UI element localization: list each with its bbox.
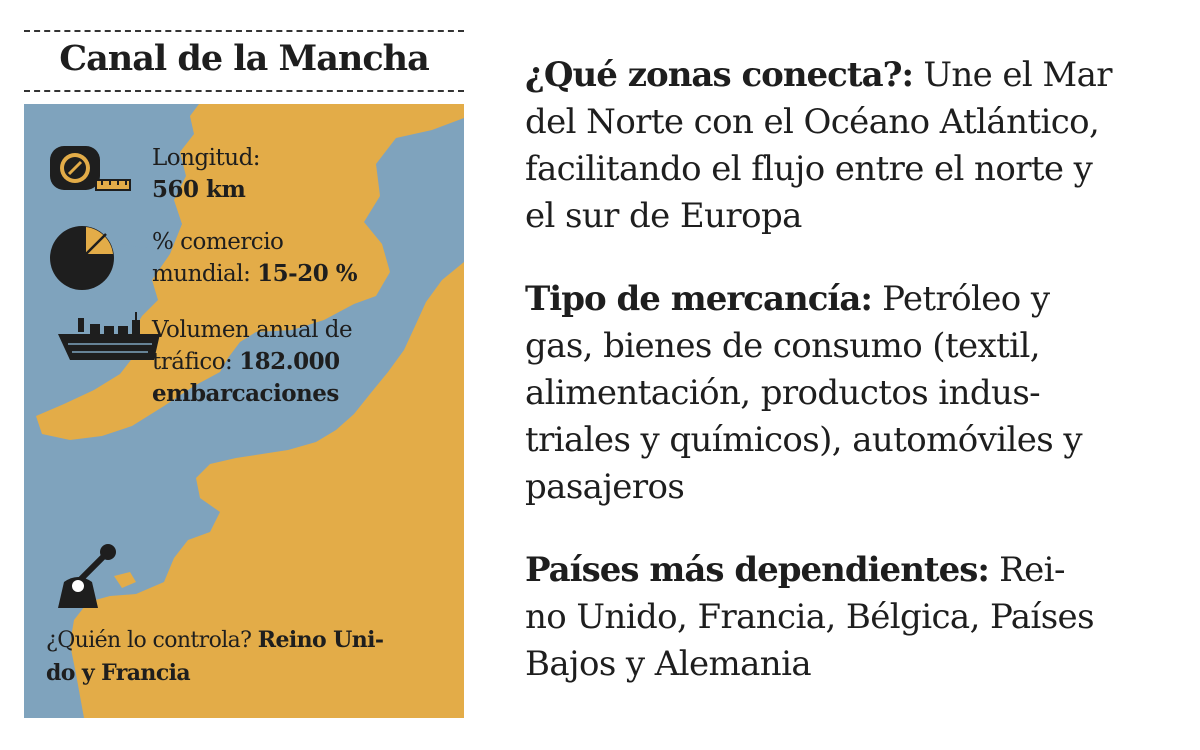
continental-europe-landmass [70,262,464,718]
goods-text-1: Petróleo y [882,279,1050,319]
traffic-volume-stat: Volumen anual de tráfico: 182.000 embarc… [152,314,353,410]
trade-share-stat: % comercio mundial: 15-20 % [152,226,358,290]
length-stat: Longitud: 560 km [152,142,261,206]
trade-share-value: 15-20 % [257,260,358,287]
countries-label: Países más dependientes: [525,550,990,590]
goods-section: Tipo de mercancía: Petróleo y gas, biene… [525,276,1165,511]
map-title-block: Canal de la Mancha [24,30,464,94]
countries-text-1: Rei- [999,550,1065,590]
trade-share-label-cont: mundial: [152,261,251,287]
map-graphic [24,104,464,718]
estuary-inlet [120,230,166,248]
goods-text-5: pasajeros [525,467,685,507]
info-column: ¿Qué zonas conecta?: Une el Mar del Nort… [525,52,1165,724]
map-title: Canal de la Mancha [59,38,430,79]
control-question: ¿Quién lo controla? [46,628,252,653]
zones-text-2: del Norte con el Océano Atlántico, [525,102,1100,142]
length-label: Longitud: [152,145,261,171]
zones-section: ¿Qué zonas conecta?: Une el Mar del Nort… [525,52,1165,240]
zones-text-4: el sur de Europa [525,196,802,236]
countries-text-2: no Unido, Francia, Bélgica, Países [525,597,1095,637]
traffic-volume-value: 182.000 [239,348,340,375]
traffic-volume-unit: embarcaciones [152,380,339,407]
goods-text-2: gas, bienes de consumo (textil, [525,326,1041,366]
measuring-tape-icon [50,146,131,191]
countries-section: Países más dependientes: Rei- no Unido, … [525,547,1165,688]
pie-chart-icon [50,226,114,290]
countries-text-3: Bajos y Alemania [525,644,812,684]
island [114,572,136,588]
goods-label: Tipo de mercancía: [525,279,873,319]
control-lever-icon [58,544,116,608]
trade-share-label: % comercio [152,229,284,255]
zones-label: ¿Qué zonas conecta?: [525,55,914,95]
goods-text-4: triales y químicos), automóviles y [525,420,1083,460]
title-divider-bottom [24,90,464,92]
english-channel-map: Longitud: 560 km % comercio mundial: 15-… [24,104,464,718]
cargo-ship-icon [58,312,160,360]
traffic-volume-label-cont: tráfico: [152,349,233,375]
title-divider-top [24,30,464,32]
island [250,480,266,492]
goods-text-3: alimentación, productos indus- [525,373,1041,413]
control-answer-part1: Reino Uni- [257,627,384,653]
traffic-volume-label: Volumen anual de [152,317,353,343]
control-info: ¿Quién lo controla? Reino Uni- do y Fran… [46,624,456,690]
control-answer-part2: do y Francia [46,660,191,686]
length-value: 560 km [152,176,246,203]
zones-text-3: facilitando el flujo entre el norte y [525,149,1093,189]
zones-text-1: Une el Mar [923,55,1112,95]
